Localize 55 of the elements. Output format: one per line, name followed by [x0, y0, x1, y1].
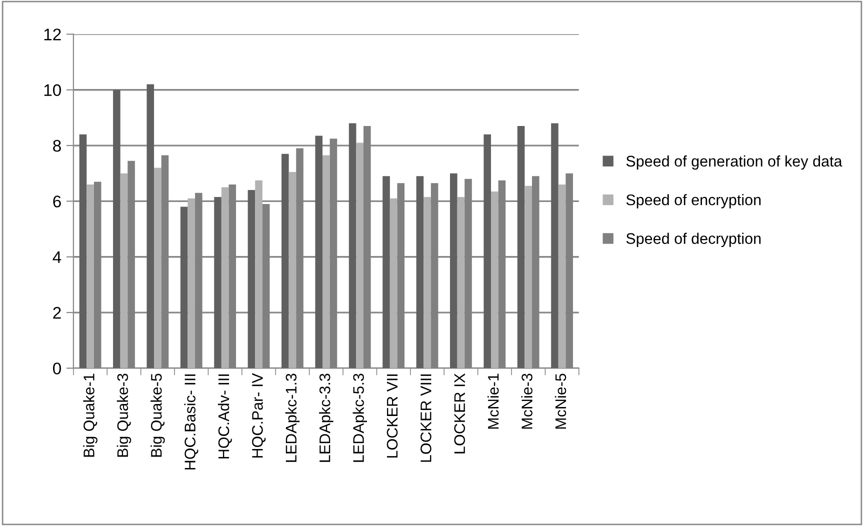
bar: [113, 90, 120, 368]
bar: [490, 191, 498, 368]
y-tick-label: 8: [53, 140, 61, 152]
bar: [416, 176, 424, 368]
x-tick-label: LOCKER VIII: [420, 374, 432, 462]
bar: [214, 197, 222, 368]
bar: [484, 134, 491, 368]
x-tick-label: HQC.Par- IV: [252, 373, 266, 458]
bar: [120, 173, 128, 368]
bar: [79, 134, 87, 368]
y-tick-label: 4: [52, 251, 62, 263]
y-tick-label: 10: [44, 84, 61, 96]
bar: [551, 123, 558, 368]
bar: [356, 142, 364, 368]
bar: [450, 173, 458, 368]
y-tick-label: 0: [53, 362, 61, 374]
bar: [382, 176, 390, 368]
legend-label: Speed of generation of key data: [626, 155, 842, 170]
bar: [558, 184, 566, 368]
bar: [86, 184, 94, 368]
bar: [348, 123, 356, 368]
y-tick-label: 2: [53, 306, 61, 319]
bar: [188, 198, 196, 368]
x-tick-label: LEDApkc-3.3: [319, 374, 334, 462]
bar: [322, 155, 330, 368]
x-tick-label: LEDApkc-1.3: [285, 374, 300, 462]
legend-label: Speed of decryption: [626, 232, 761, 247]
bar: [180, 206, 188, 368]
x-tick-label: Big Quake-1: [83, 374, 98, 457]
x-tick-label: McNie-1: [488, 374, 499, 429]
y-tick-label: 12: [44, 28, 61, 40]
bar: [315, 136, 323, 368]
x-tick-label: McNie-5: [554, 374, 566, 429]
bar: [457, 197, 465, 368]
bar: [146, 84, 154, 368]
bar: [517, 126, 525, 368]
x-tick-label: Big Quake-3: [116, 374, 132, 457]
bar: [390, 198, 398, 368]
bar: [524, 186, 532, 368]
legend-label: Speed of encryption: [626, 194, 761, 208]
x-tick-label: McNie-3: [521, 374, 532, 429]
y-tick-label: 6: [53, 196, 61, 208]
bar: [282, 154, 289, 368]
x-tick-label: HQC.Adv- III: [218, 374, 232, 458]
x-tick-label: LOCKER IX: [454, 373, 466, 454]
x-tick-label: Big Quake-5: [150, 374, 165, 457]
bar: [255, 180, 262, 368]
x-tick-label: LEDApkc-5.3: [352, 374, 367, 462]
x-tick-label: LOCKER VII: [386, 374, 398, 458]
bar: [221, 187, 229, 368]
x-tick-label: HQC.Basic- III: [184, 374, 198, 470]
bar: [288, 172, 296, 368]
bar: [154, 168, 162, 368]
bar: [248, 190, 256, 368]
bar: [424, 197, 431, 368]
